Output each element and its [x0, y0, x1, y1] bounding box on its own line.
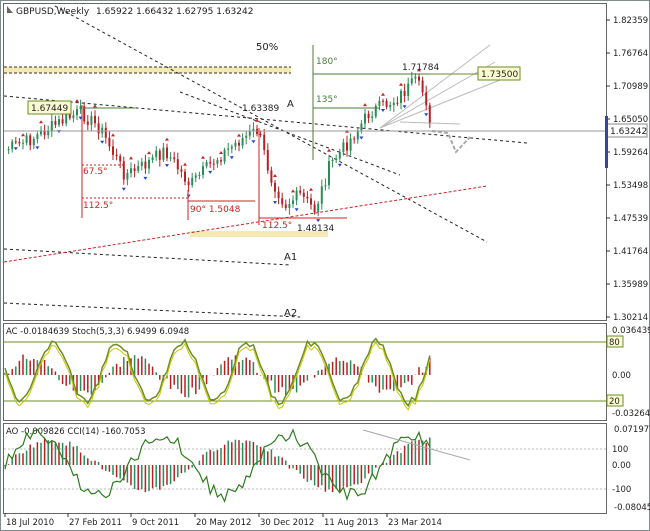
projection-path — [431, 130, 471, 154]
angle-markers: 180° 135° 67.5° 112.5° 90° 1.5048 112.5° — [81, 45, 430, 231]
svg-text:80: 80 — [609, 338, 620, 348]
ac-tick-label: 0.036439 — [612, 326, 650, 336]
stoch-level-20: 20 — [606, 394, 624, 407]
ao-cci-axis: 0.071977 100 0.00 -100 -0.080455 — [612, 425, 650, 513]
stoch-level-80: 80 — [606, 335, 624, 348]
fifty-percent-zone — [4, 67, 291, 73]
ao-tick-label: 0.071977 — [614, 425, 650, 435]
ao-histogram — [4, 437, 431, 493]
ao-divergence-line — [362, 429, 471, 461]
price-tick-label: 1.35989 — [613, 280, 648, 290]
level-label-right[interactable]: 1.73500 — [430, 66, 521, 81]
time-tick-label: 27 Feb 2011 — [69, 518, 122, 528]
level-label-left-text: 1.67449 — [31, 104, 68, 114]
time-tick-label: 20 May 2012 — [196, 518, 251, 528]
price-tick-label: 1.59264 — [613, 148, 648, 158]
price-axis: 1.82359 1.76764 1.70989 1.65050 1.59264 1.534… — [606, 16, 648, 323]
price-tick-label: 1.30214 — [613, 313, 648, 323]
price-tick-label: 1.53498 — [613, 181, 648, 191]
wave-a2-label: A2 — [284, 308, 297, 319]
wave-a1-label: A1 — [284, 252, 297, 263]
high-price-label: 1.71784 — [402, 63, 439, 73]
ac-stoch-label: AC -0.0184639 Stoch(5,3,3) 6.9499 6.0948 — [6, 327, 189, 337]
chart-annotations: 50% 1.71784 1.63389 1.48134 A A1 A2 — [242, 42, 439, 319]
ao-tick-label: -0.080455 — [614, 503, 650, 513]
time-tick-label: 18 Jul 2010 — [6, 518, 54, 528]
angle-112-5-left-label: 112.5° — [83, 201, 113, 211]
symbol-label: GBPUSD,Weekly — [16, 7, 90, 17]
price-tick-label: 1.70989 — [613, 82, 648, 92]
mid-price-label: 1.63389 — [242, 104, 279, 114]
angle-90-label: 90° 1.5048 — [190, 205, 241, 215]
angle-135-label: 135° — [316, 95, 338, 105]
price-tick-label: 1.65050 — [613, 115, 648, 125]
ac-tick-label: 0.00 — [612, 371, 631, 381]
level-label-left[interactable]: 1.67449 — [27, 100, 72, 115]
trend-lines — [3, 5, 528, 318]
ao-tick-label: 0.00 — [612, 461, 631, 471]
price-tick-label: 1.76764 — [613, 49, 648, 59]
level-label-right-text: 1.73500 — [481, 70, 518, 80]
price-candles — [7, 68, 431, 223]
price-tick-label: 1.41764 — [613, 247, 648, 257]
fifty-percent-label: 50% — [256, 42, 278, 53]
ao-tick-label: -100 — [612, 485, 631, 495]
low-price-label: 1.48134 — [297, 224, 334, 234]
angle-180-label: 180° — [316, 57, 338, 67]
ohlc-values: 1.65922 1.66432 1.62795 1.63242 — [96, 7, 253, 17]
main-price-pane[interactable] — [3, 3, 607, 321]
stochastic-main-line — [4, 337, 431, 408]
support-zone — [190, 231, 328, 237]
time-tick-label: 30 Dec 2012 — [260, 518, 314, 528]
time-axis: 18 Jul 2010 27 Feb 2011 9 Oct 2011 20 May 2… — [4, 513, 442, 528]
cci-line — [4, 428, 431, 503]
ao-tick-label: 100 — [612, 445, 628, 455]
ao-cci-pane[interactable] — [3, 423, 607, 514]
current-price-tag: 1.63242 — [605, 116, 648, 168]
angle-67-5-label: 67.5° — [83, 167, 108, 177]
svg-text:20: 20 — [609, 397, 620, 407]
time-tick-label: 9 Oct 2011 — [132, 518, 179, 528]
stochastic-signal-line — [4, 341, 431, 411]
price-tick-label: 1.47539 — [613, 214, 648, 224]
time-tick-label: 23 Mar 2014 — [388, 518, 442, 528]
price-tick-label: 1.82359 — [613, 16, 648, 26]
time-tick-label: 11 Aug 2013 — [324, 518, 378, 528]
ac-stoch-pane[interactable] — [3, 323, 607, 421]
red-support-line — [3, 185, 488, 263]
current-price-text: 1.63242 — [610, 127, 647, 137]
ao-cci-label: AO -0.009826 CCI(14) -160.7053 — [6, 427, 146, 437]
angle-112-5-mid-label: 112.5° — [262, 221, 292, 231]
symbol-header: GBPUSD,Weekly 1.65922 1.66432 1.62795 1.… — [7, 6, 253, 17]
wave-a-label: A — [287, 99, 294, 110]
